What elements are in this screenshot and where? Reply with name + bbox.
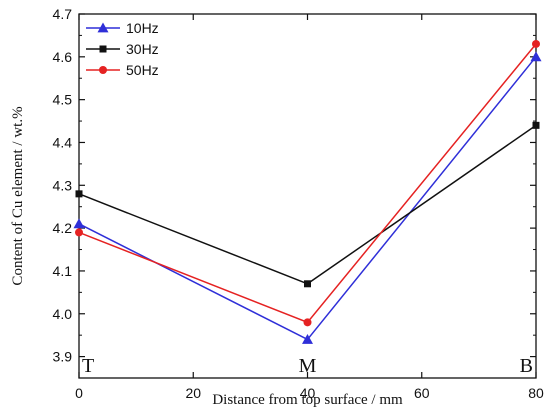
series-50hz (75, 39, 540, 327)
y-tick-label: 4.0 (53, 306, 73, 322)
y-tick-label: 4.1 (53, 263, 73, 279)
legend-marker (99, 66, 107, 74)
data-point-10hz (302, 333, 313, 344)
y-axis-title: Content of Cu element / wt.% (10, 106, 26, 285)
y-tick-label: 4.6 (53, 49, 73, 65)
x-tick-label: 20 (185, 385, 201, 401)
x-axis: 0 20 40 60 80 (75, 14, 544, 401)
position-label: B (520, 355, 533, 377)
y-tick-label: 4.2 (53, 220, 73, 236)
legend-label: 30Hz (126, 41, 159, 57)
legend-label: 50Hz (126, 62, 159, 78)
y-tick-label: 4.5 (53, 92, 73, 108)
data-point-10hz (73, 218, 85, 229)
y-tick-label: 4.3 (53, 177, 73, 193)
legend-marker (99, 45, 107, 53)
y-axis: 3.9 4.0 4.1 4.2 4.3 4.4 4.5 4.6 4.7 (53, 6, 536, 365)
legend-marker (97, 22, 109, 33)
data-point-10hz (530, 51, 542, 62)
data-point-50hz (303, 318, 312, 327)
x-tick-label: 60 (414, 385, 430, 401)
legend-label: 10Hz (126, 20, 159, 36)
x-tick-label: 80 (528, 385, 544, 401)
position-label: T (82, 355, 94, 377)
data-point-30hz (532, 121, 540, 129)
series-layer (73, 39, 542, 344)
y-tick-label: 3.9 (53, 349, 73, 365)
legend: 10Hz 30Hz 50Hz (86, 20, 159, 78)
series-line-10hz (78, 56, 537, 341)
position-label: M (299, 355, 317, 377)
data-point-30hz (75, 190, 83, 198)
legend-item-10hz: 10Hz (86, 20, 159, 36)
data-point-50hz (532, 39, 540, 48)
legend-item-50hz: 50Hz (86, 62, 159, 78)
x-tick-label: 40 (300, 385, 316, 401)
series-30hz (75, 121, 540, 288)
x-tick-label: 0 (75, 385, 83, 401)
data-point-50hz (75, 228, 83, 237)
y-tick-label: 4.7 (53, 6, 73, 22)
series-10hz (73, 51, 542, 344)
y-tick-label: 4.4 (53, 134, 73, 150)
x-axis-title: Distance from top surface / mm (212, 392, 403, 408)
data-point-30hz (304, 280, 311, 288)
legend-item-30hz: 30Hz (86, 41, 159, 57)
